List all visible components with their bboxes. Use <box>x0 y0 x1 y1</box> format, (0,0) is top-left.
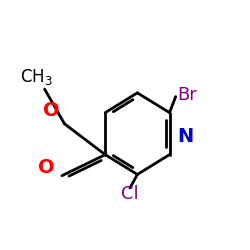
Text: O: O <box>42 101 59 120</box>
Text: CH$_3$: CH$_3$ <box>20 67 52 87</box>
Text: Br: Br <box>177 86 197 104</box>
Text: O: O <box>38 158 54 176</box>
Text: Cl: Cl <box>121 185 139 203</box>
Text: N: N <box>177 126 193 146</box>
